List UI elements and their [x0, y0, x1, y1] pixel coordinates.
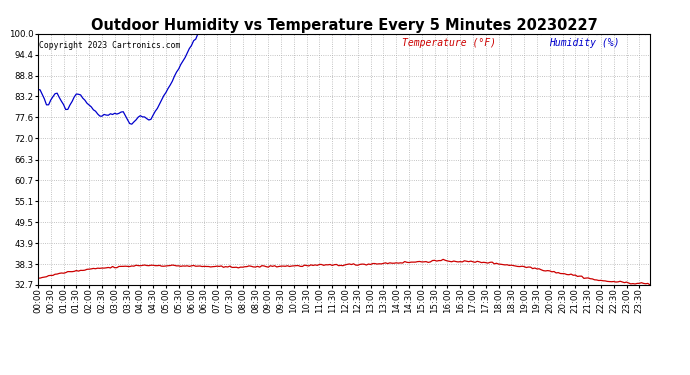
Title: Outdoor Humidity vs Temperature Every 5 Minutes 20230227: Outdoor Humidity vs Temperature Every 5 … — [90, 18, 598, 33]
Text: Temperature (°F): Temperature (°F) — [402, 38, 496, 48]
Text: Copyright 2023 Cartronics.com: Copyright 2023 Cartronics.com — [39, 41, 181, 50]
Text: Humidity (%): Humidity (%) — [549, 38, 620, 48]
